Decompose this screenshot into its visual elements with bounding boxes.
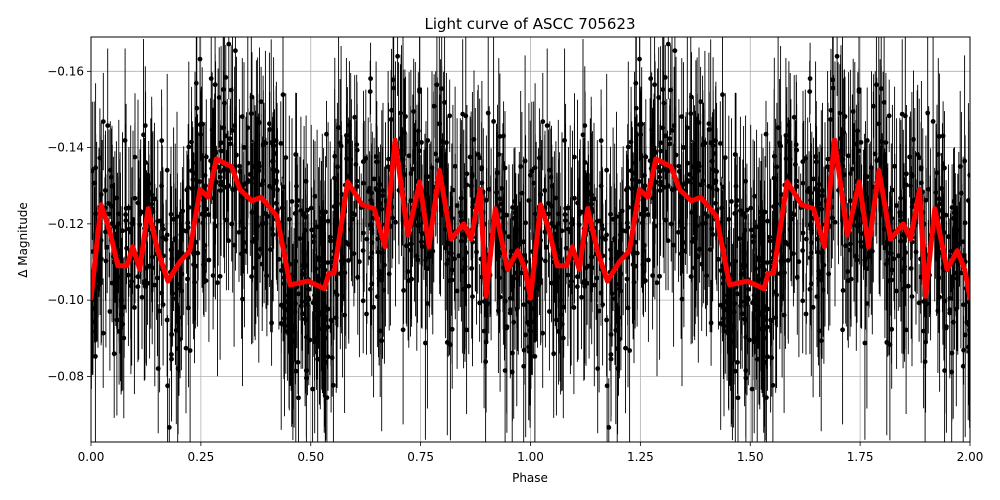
x-tick-label: 0.75 bbox=[407, 450, 434, 464]
model-curve bbox=[91, 137, 970, 301]
x-tick-label: 1.00 bbox=[517, 450, 544, 464]
x-axis-label: Phase bbox=[512, 471, 548, 485]
y-tick-label: −0.08 bbox=[47, 369, 84, 383]
x-tick-label: 1.25 bbox=[627, 450, 654, 464]
chart-title: Light curve of ASCC 705623 bbox=[425, 15, 636, 33]
x-tick-label: 1.75 bbox=[847, 450, 874, 464]
y-axis-label: Δ Magnitude bbox=[16, 202, 30, 278]
x-tick-label: 0.50 bbox=[297, 450, 324, 464]
x-tick-label: 0.25 bbox=[188, 450, 215, 464]
y-tick-label: −0.16 bbox=[47, 64, 84, 78]
x-tick-label: 0.00 bbox=[78, 450, 105, 464]
y-tick-label: −0.12 bbox=[47, 217, 84, 231]
y-axis: −0.16 −0.14 −0.12 −0.10 −0.08 bbox=[47, 64, 91, 383]
x-tick-label: 1.50 bbox=[737, 450, 764, 464]
x-tick-label: 2.00 bbox=[957, 450, 984, 464]
y-tick-label: −0.10 bbox=[47, 293, 84, 307]
y-tick-label: −0.14 bbox=[47, 141, 84, 155]
x-axis: 0.00 0.25 0.50 0.75 1.00 1.25 1.50 1.75 2.00 bbox=[78, 442, 984, 464]
